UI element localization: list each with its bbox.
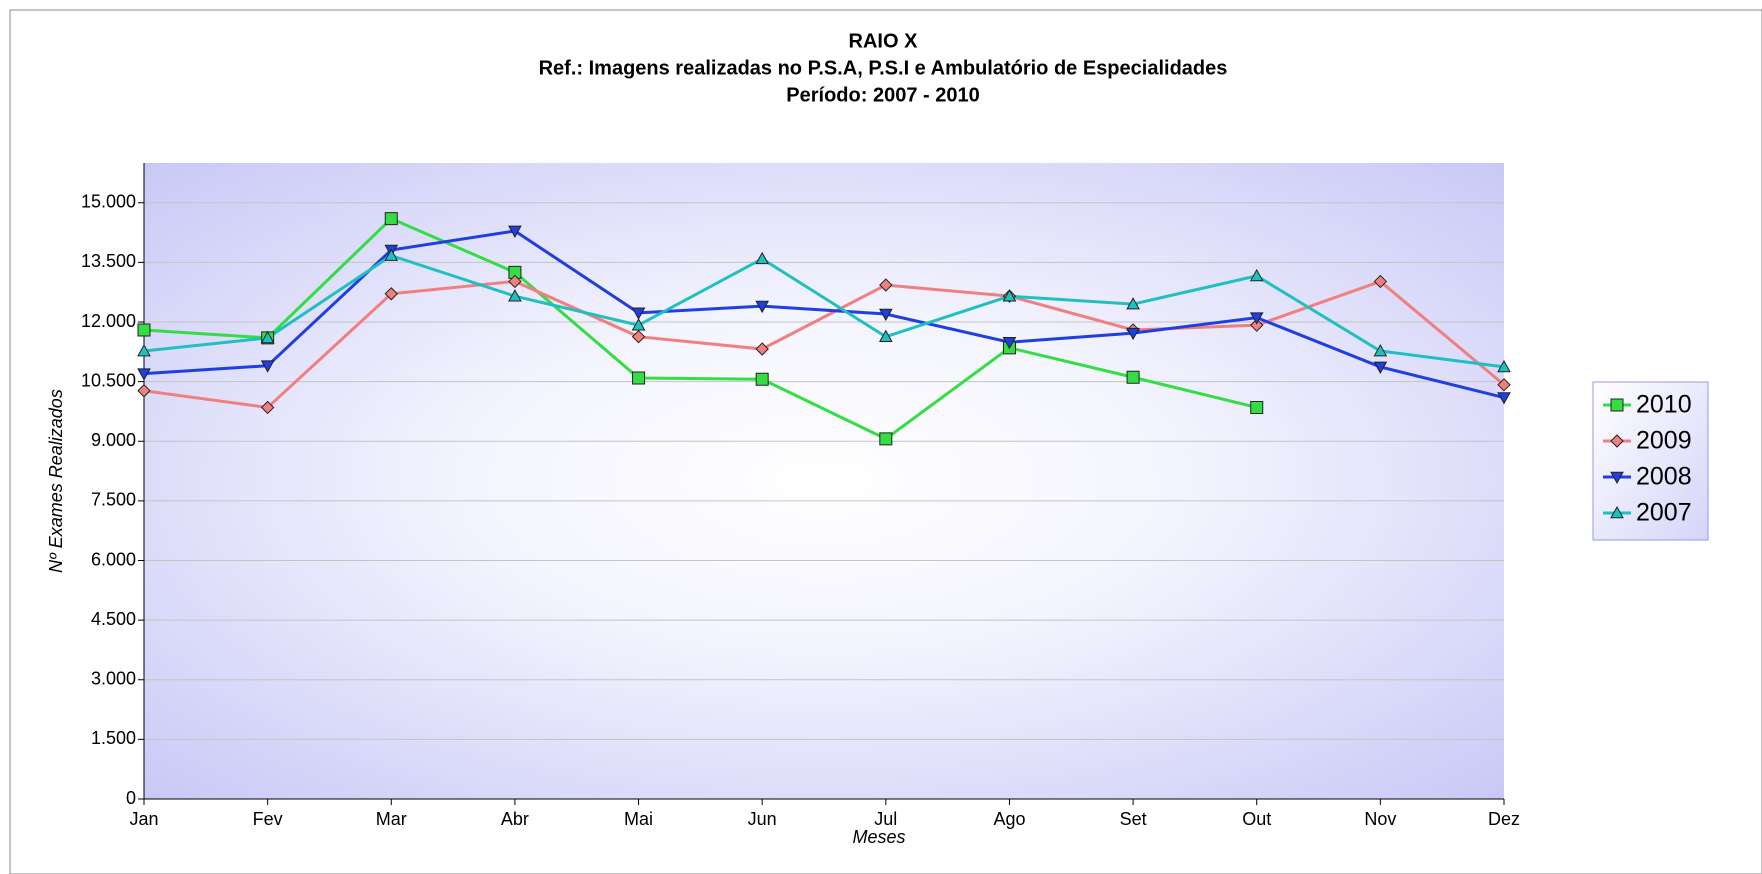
y-tick-label: 15.000 [81, 192, 136, 212]
legend-label: 2008 [1636, 463, 1692, 491]
marker [508, 274, 522, 289]
marker [755, 342, 769, 356]
marker [1610, 505, 1624, 519]
marker [137, 323, 151, 337]
marker [755, 372, 769, 386]
marker [1373, 274, 1388, 289]
x-tick-label: Jun [748, 809, 777, 829]
legend-label: 2010 [1636, 391, 1692, 419]
marker [1497, 359, 1511, 373]
marker [260, 360, 275, 373]
marker [755, 300, 770, 314]
marker [260, 330, 275, 344]
x-tick-label: Ago [993, 809, 1025, 829]
y-tick-label: 12.000 [81, 311, 136, 331]
marker [1250, 318, 1264, 332]
x-tick-label: Out [1242, 809, 1271, 829]
x-tick-label: Jan [129, 809, 158, 829]
y-tick-label: 6.000 [91, 549, 136, 569]
marker [1373, 343, 1388, 357]
legend-label: 2007 [1636, 499, 1692, 527]
marker [1126, 327, 1140, 341]
marker [508, 225, 522, 239]
marker [137, 384, 151, 398]
x-tick-label: Fev [253, 809, 283, 829]
marker [1497, 378, 1511, 392]
x-tick-label: Mai [624, 809, 653, 829]
y-tick-label: 10.500 [81, 370, 136, 390]
x-tick-label: Dez [1488, 809, 1520, 829]
marker [384, 212, 398, 226]
marker [1610, 398, 1624, 412]
marker [1002, 289, 1017, 302]
y-axis-label: Nº Exames Realizados [46, 389, 66, 573]
marker [1002, 336, 1017, 350]
marker [755, 251, 770, 265]
marker [879, 432, 893, 446]
marker [1250, 400, 1264, 414]
chart-subtitle: Período: 2007 - 2010 [786, 84, 979, 106]
series-line [143, 253, 1505, 369]
y-tick-label: 0 [126, 788, 136, 808]
y-tick-label: 3.000 [91, 669, 136, 689]
marker [1610, 434, 1624, 448]
series-line [143, 216, 1258, 441]
marker [631, 307, 646, 320]
marker [384, 287, 398, 301]
x-tick-label: Nov [1364, 809, 1396, 829]
series-line [143, 279, 1505, 410]
marker [1497, 392, 1511, 405]
marker [1249, 268, 1264, 282]
marker [1373, 361, 1388, 374]
y-tick-label: 4.500 [91, 609, 136, 629]
marker [632, 371, 646, 385]
marker [1249, 312, 1264, 325]
marker [879, 278, 893, 292]
y-tick-label: 9.000 [91, 430, 136, 450]
chart-subtitle: Ref.: Imagens realizadas no P.S.A, P.S.I… [539, 57, 1228, 79]
y-tick-label: 1.500 [91, 728, 136, 748]
marker [1610, 471, 1624, 485]
x-tick-label: Jul [874, 809, 897, 829]
marker [1126, 297, 1140, 310]
x-tick-label: Abr [501, 809, 529, 829]
y-tick-label: 13.500 [81, 251, 136, 271]
marker [1126, 370, 1140, 384]
marker [260, 400, 275, 415]
marker [137, 368, 151, 381]
marker [631, 329, 646, 344]
marker [508, 265, 522, 279]
marker [508, 289, 522, 302]
marker [878, 329, 893, 343]
marker [137, 343, 151, 357]
legend-label: 2009 [1636, 427, 1692, 455]
x-tick-label: Set [1120, 809, 1147, 829]
x-axis-label: Meses [852, 827, 905, 847]
marker [878, 308, 893, 322]
marker [384, 248, 399, 261]
y-tick-label: 7.500 [91, 490, 136, 510]
chart-title: RAIO X [849, 30, 919, 52]
marker [631, 318, 646, 331]
x-tick-label: Mar [376, 809, 407, 829]
